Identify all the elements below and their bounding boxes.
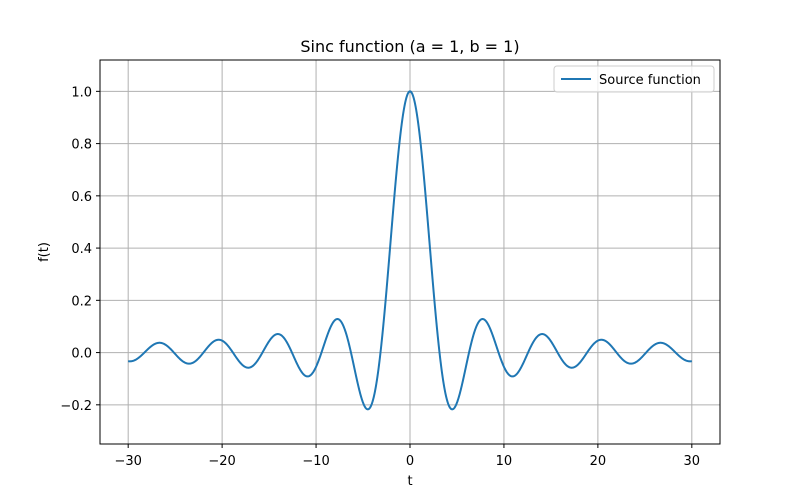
y-tick-label: 0.8 bbox=[71, 138, 92, 153]
y-tick-label: 0.6 bbox=[71, 190, 92, 205]
y-axis-label: f(t) bbox=[37, 242, 52, 262]
x-tick-label: 0 bbox=[406, 454, 414, 469]
x-axis-label: t bbox=[407, 474, 412, 489]
x-axis: −30 −20 −10 0 10 20 30 bbox=[114, 444, 700, 469]
y-tick-label: 0.4 bbox=[71, 242, 92, 257]
x-tick-label: 20 bbox=[590, 454, 607, 469]
legend-box bbox=[553, 65, 715, 93]
legend-label-source-function: Source function bbox=[599, 73, 701, 88]
x-tick-label: 30 bbox=[684, 454, 701, 469]
x-tick-label: 10 bbox=[496, 454, 513, 469]
y-tick-label: 0.2 bbox=[71, 294, 92, 309]
x-tick-label: −30 bbox=[114, 454, 141, 469]
series-line-source-function bbox=[128, 90, 692, 411]
x-tick-label: −10 bbox=[302, 454, 329, 469]
y-tick-label: −0.2 bbox=[60, 399, 92, 414]
y-tick-label: 1.0 bbox=[71, 85, 92, 100]
y-axis: −0.2 0.0 0.2 0.4 0.6 0.8 1.0 bbox=[60, 85, 100, 414]
plot-area bbox=[128, 90, 692, 411]
x-tick-label: −20 bbox=[208, 454, 235, 469]
chart-title: Sinc function (a = 1, b = 1) bbox=[300, 37, 519, 56]
y-tick-label: 0.0 bbox=[71, 347, 92, 362]
legend: Source function bbox=[553, 65, 715, 93]
